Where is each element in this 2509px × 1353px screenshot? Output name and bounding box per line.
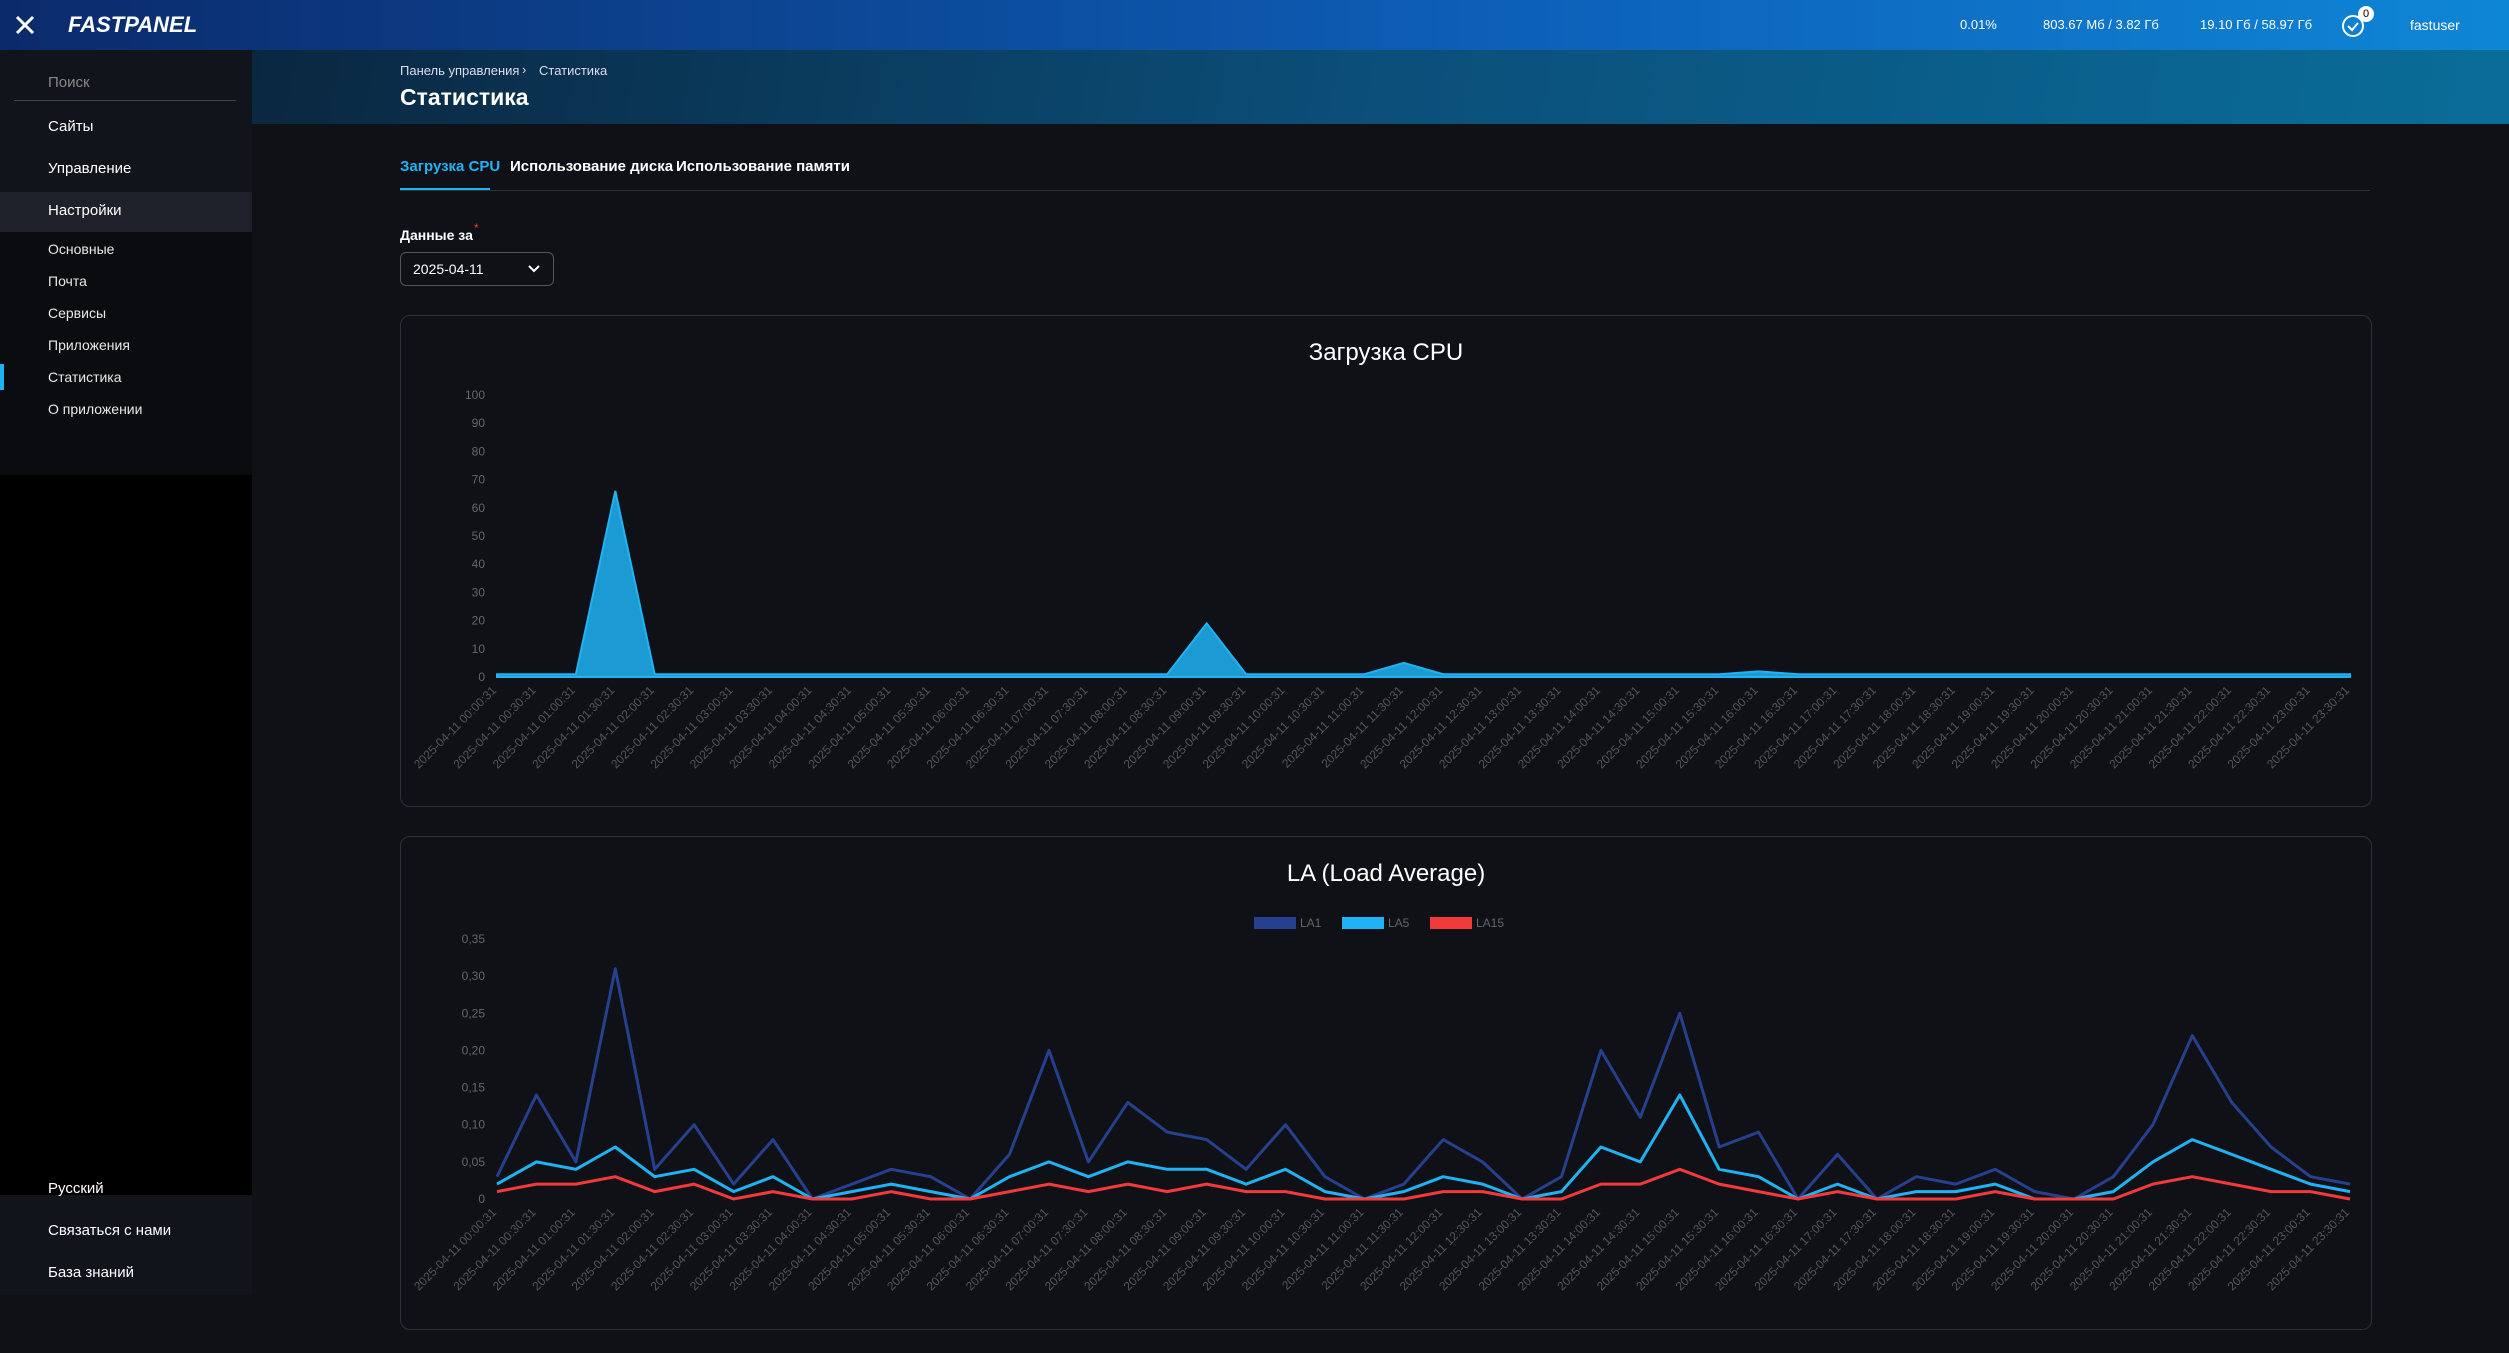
y-tick-label: 100: [465, 388, 485, 402]
top-bar: FASTPANEL 0.01% 803.67 Мб / 3.82 Гб 19.1…: [0, 0, 2509, 50]
y-tick-label: 60: [472, 501, 486, 515]
required-mark: *: [474, 221, 479, 235]
y-tick-label: 0,10: [462, 1118, 486, 1132]
chart: LA (Load Average) 0 0,05 0,10 0,15 0,20 0,25 0,…: [411, 860, 2352, 1293]
tab-underline: [400, 188, 490, 191]
legend-label: LA5: [1388, 916, 1410, 930]
menu-item[interactable]: Управление: [48, 160, 132, 177]
chart-card: LA (Load Average) 0 0,05 0,10 0,15 0,20 0,25 0,…: [400, 836, 2372, 1330]
y-tick-label: 0,05: [462, 1155, 486, 1169]
y-tick-label: 0,20: [462, 1043, 486, 1057]
search[interactable]: Поиск: [14, 64, 236, 101]
date-select[interactable]: 2025-04-11: [400, 252, 554, 286]
chart: Загрузка CPU01020304050607080901002025-0…: [411, 339, 2352, 771]
logo[interactable]: FASTPANEL: [68, 12, 198, 37]
tab[interactable]: Использование диска: [510, 158, 674, 175]
submenu-item[interactable]: Статистика: [48, 369, 122, 385]
user-name[interactable]: fastuser: [2410, 17, 2460, 33]
sidebar-space: [0, 475, 252, 1195]
chart-card: Загрузка CPU 0 10 20 30 40 50 60 70 80 90 100 2025-0…: [400, 315, 2372, 807]
submenu-item[interactable]: Приложения: [48, 337, 130, 353]
y-tick-label: 0,25: [462, 1006, 486, 1020]
breadcrumb-sep: ›: [522, 62, 527, 77]
y-tick-label: 30: [472, 585, 486, 599]
chevron: [528, 265, 540, 273]
y-tick-label: 80: [472, 444, 486, 458]
legend-label: LA1: [1300, 916, 1322, 930]
contact[interactable]: Связаться с нами: [48, 1222, 172, 1239]
memory-stat: 803.67 Мб / 3.82 Гб: [2043, 17, 2159, 32]
submenu-item[interactable]: Основные: [48, 241, 115, 257]
y-tick-label: 0,35: [462, 932, 486, 946]
la-line: [496, 1167, 2351, 1201]
tasks-icon[interactable]: [2340, 12, 2368, 40]
submenu: [0, 232, 252, 475]
submenu-item[interactable]: О приложении: [48, 401, 143, 417]
menu-item[interactable]: Сайты: [48, 118, 94, 135]
y-tick-label: 10: [472, 642, 486, 656]
tab-active[interactable]: Загрузка CPU: [400, 158, 501, 175]
y-tick-label: 50: [472, 529, 486, 543]
breadcrumb[interactable]: Панель управления: [400, 63, 520, 78]
y-tick-label: 40: [472, 557, 486, 571]
la-line: [496, 1093, 2351, 1201]
la-line: [495, 967, 2351, 1201]
page-title: Статистика: [400, 84, 529, 110]
knowledge-base[interactable]: База знаний: [48, 1264, 134, 1281]
y-tick-label: 70: [472, 473, 486, 487]
submenu-item[interactable]: Сервисы: [48, 305, 107, 321]
menu-item[interactable]: Настройки: [48, 202, 122, 219]
date-value: 2025-04-11: [413, 261, 484, 277]
badge: 0: [2358, 6, 2374, 22]
disk-stat: 19.10 Гб / 58.97 Гб: [2200, 17, 2313, 32]
y-tick-label: 0: [478, 670, 485, 684]
tabs-divider: [400, 190, 2370, 191]
y-tick-label: 0,30: [462, 969, 486, 983]
search-placeholder: Поиск: [48, 74, 90, 91]
legend-swatch: [1430, 917, 1472, 929]
language[interactable]: Русский: [48, 1180, 104, 1197]
y-tick-label: 20: [472, 614, 486, 628]
y-tick-label: 90: [472, 416, 486, 430]
chart-title: Загрузка CPU: [1309, 339, 1463, 366]
y-tick-label: 0: [478, 1192, 485, 1206]
page-banner: Панель управления › Статистика Статистик…: [252, 50, 2509, 124]
legend-swatch: [1342, 917, 1384, 929]
legend-swatch: [1254, 917, 1296, 929]
submenu-item[interactable]: Почта: [48, 273, 87, 289]
menu-active-bg: [0, 192, 252, 232]
cpu-stat: 0.01%: [1960, 17, 1997, 32]
active-indicator: [0, 364, 4, 390]
field-label: Данные за: [400, 227, 473, 243]
breadcrumb: Статистика: [539, 63, 608, 78]
y-tick-label: 0,15: [462, 1081, 486, 1095]
chart-title: LA (Load Average): [1287, 860, 1485, 887]
tab[interactable]: Использование памяти: [676, 158, 850, 175]
legend-label: LA15: [1476, 916, 1504, 930]
close-icon[interactable]: [14, 14, 36, 36]
cpu-area: [496, 490, 2351, 678]
sidebar: Поиск Сайты Управление Настройки Основны…: [0, 50, 252, 1295]
